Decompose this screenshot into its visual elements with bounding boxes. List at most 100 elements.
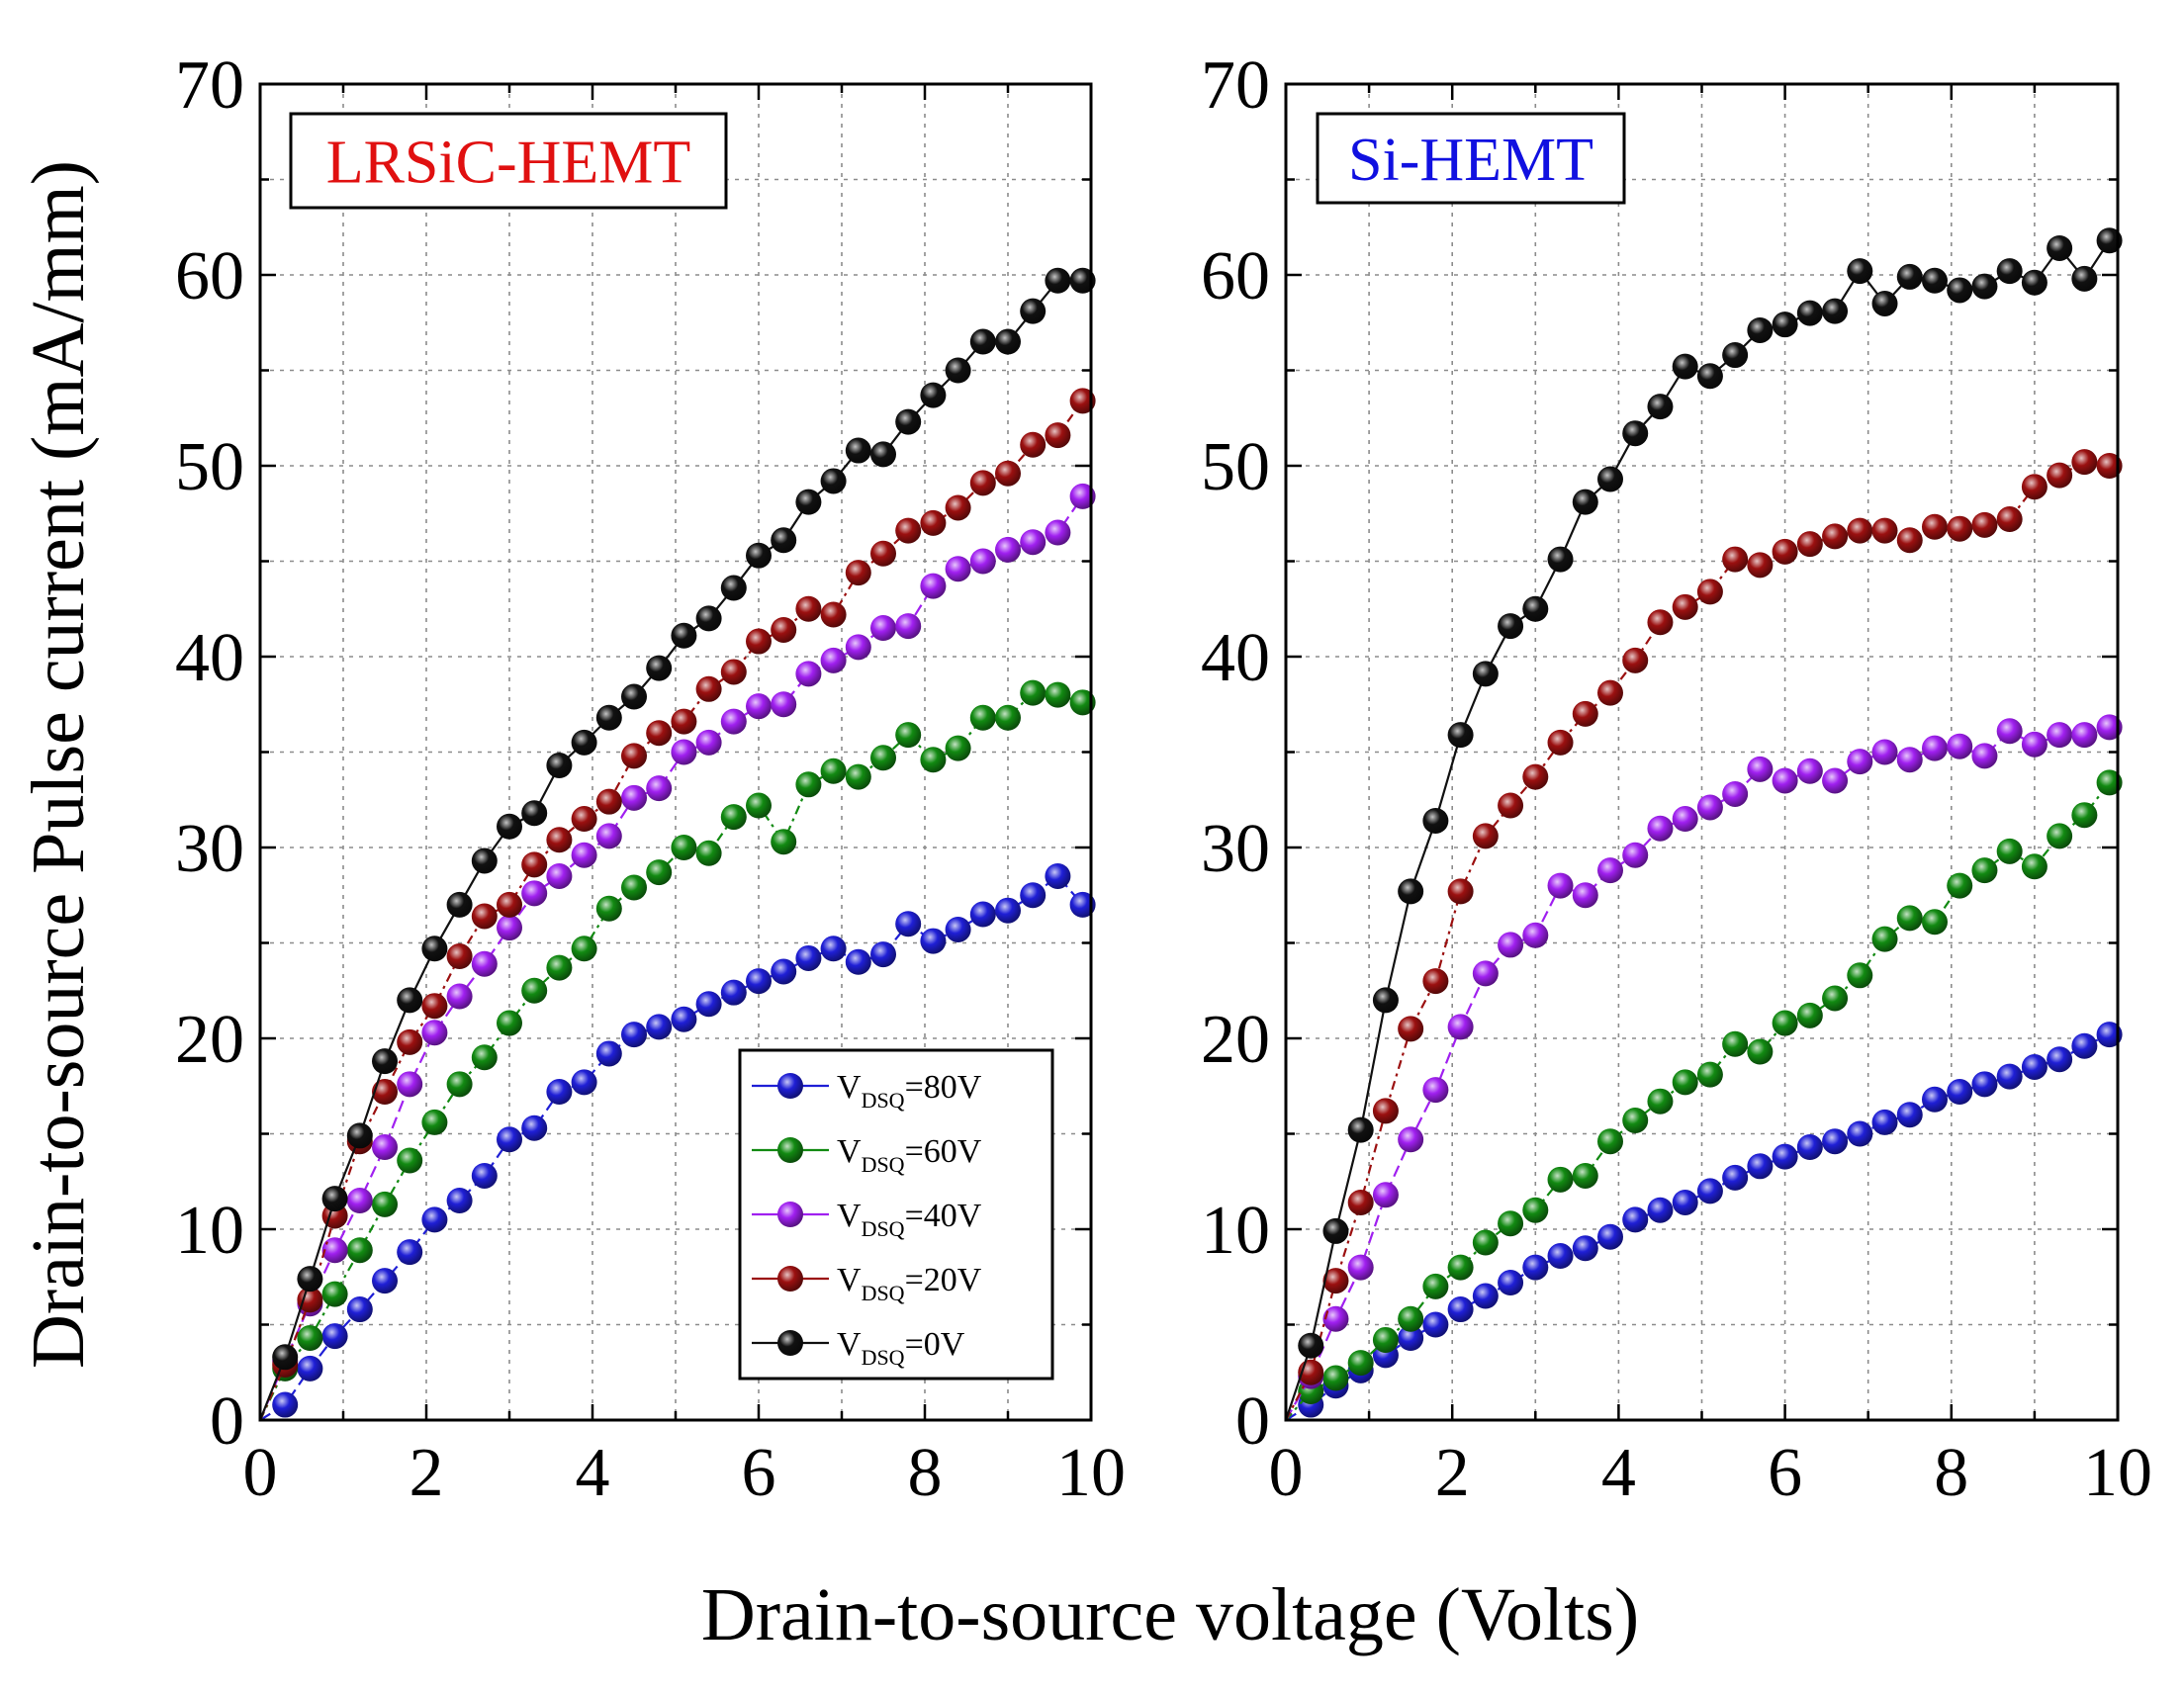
data-point: [421, 993, 448, 1020]
legend-label-subscript: DSQ: [862, 1345, 905, 1370]
data-point: [895, 722, 922, 749]
data-point: [1498, 1210, 1524, 1237]
data-point: [1372, 987, 1399, 1014]
data-point: [571, 842, 597, 868]
data-point: [1020, 298, 1046, 324]
data-point: [1069, 483, 1096, 509]
data-point: [1971, 857, 1998, 884]
data-point: [1921, 513, 1948, 540]
data-point: [471, 847, 498, 874]
data-point: [446, 943, 473, 970]
data-point: [546, 1079, 573, 1106]
data-point: [1522, 922, 1549, 948]
data-point: [895, 613, 922, 640]
data-point: [1622, 842, 1649, 868]
data-point: [1947, 872, 1973, 899]
data-point: [621, 743, 647, 769]
data-point: [1947, 1079, 1973, 1106]
data-point: [1447, 1254, 1474, 1281]
data-point: [1822, 298, 1849, 324]
legend-label-prefix: V: [837, 1198, 862, 1234]
data-point: [795, 489, 822, 515]
data-point: [1472, 1229, 1499, 1256]
data-point: [321, 1237, 348, 1264]
data-point: [1547, 872, 1574, 899]
data-point: [595, 823, 622, 849]
data-point: [995, 328, 1021, 355]
data-point: [1596, 1223, 1623, 1250]
data-point: [945, 357, 971, 384]
series-line: [258, 400, 1084, 1421]
data-point: [346, 1188, 373, 1214]
data-point: [1069, 388, 1096, 414]
data-point: [1822, 523, 1849, 550]
data-point: [321, 1186, 348, 1212]
data-point: [845, 948, 871, 975]
data-point: [845, 634, 871, 661]
data-point: [1947, 277, 1973, 304]
data-point: [1472, 823, 1499, 849]
data-point: [746, 628, 772, 655]
data-point: [397, 987, 423, 1014]
data-point: [2071, 265, 2098, 292]
data-point: [1947, 515, 1973, 542]
data-point: [1747, 1038, 1774, 1065]
data-point: [2047, 234, 2073, 261]
data-point: [969, 901, 996, 928]
y-axis-label: Drain-to-source Pulse current (mA/mm): [17, 160, 100, 1369]
data-point: [1596, 857, 1623, 884]
data-point: [1796, 1134, 1823, 1161]
data-point: [1572, 1162, 1598, 1189]
data-point: [1447, 1296, 1474, 1323]
data-point: [895, 911, 922, 937]
y-tick-label: 30: [175, 811, 244, 887]
data-point: [1647, 1088, 1674, 1114]
data-point: [1722, 780, 1749, 807]
data-point: [1322, 1365, 1349, 1391]
series-line: [259, 691, 1083, 1421]
data-point: [1796, 758, 1823, 784]
data-point: [2047, 462, 2073, 489]
chart-panel-si-hemt: 0 2 4 6 8 10 0 10 20 30 40 50 60 70 Si-HEMT: [1201, 47, 2152, 1511]
data-point: [945, 556, 971, 582]
series-line: [1285, 726, 2110, 1421]
data-point: [1596, 1128, 1623, 1155]
data-point: [969, 328, 996, 355]
data-point: [1971, 743, 1998, 769]
data-point: [1020, 882, 1046, 909]
data-point: [1572, 1235, 1598, 1262]
data-point: [546, 954, 573, 981]
data-point: [1422, 807, 1449, 834]
data-point: [421, 936, 448, 962]
data-point: [321, 1323, 348, 1350]
data-point: [1498, 932, 1524, 958]
series-line: [259, 874, 1084, 1421]
data-point: [720, 804, 747, 831]
legend-label: VDSQ=60V: [837, 1133, 982, 1177]
data-point: [2047, 1046, 2073, 1073]
data-point: [546, 753, 573, 779]
series-line: [258, 279, 1083, 1421]
data-point: [521, 851, 548, 878]
data-point: [1372, 1098, 1399, 1124]
data-point: [1472, 960, 1499, 987]
y-tick-label: 0: [1235, 1383, 1270, 1460]
data-point: [1921, 267, 1948, 294]
data-point: [1796, 531, 1823, 558]
data-point: [1672, 593, 1698, 620]
data-point: [471, 950, 498, 977]
data-point: [995, 536, 1021, 563]
x-tick-label: 6: [742, 1435, 776, 1511]
data-point: [1447, 722, 1474, 749]
panel-title-box: Si-HEMT: [1316, 112, 1626, 205]
data-point: [1847, 1120, 1873, 1147]
data-point: [497, 813, 522, 840]
data-point: [1772, 538, 1798, 565]
data-point: [820, 647, 847, 673]
data-point: [297, 1355, 323, 1382]
legend-label: VDSQ=40V: [837, 1198, 982, 1241]
series-lrsic-vdsq20v: [258, 388, 1096, 1421]
series-lrsic-vdsq80v: [259, 862, 1096, 1421]
data-point: [2021, 1053, 2048, 1080]
